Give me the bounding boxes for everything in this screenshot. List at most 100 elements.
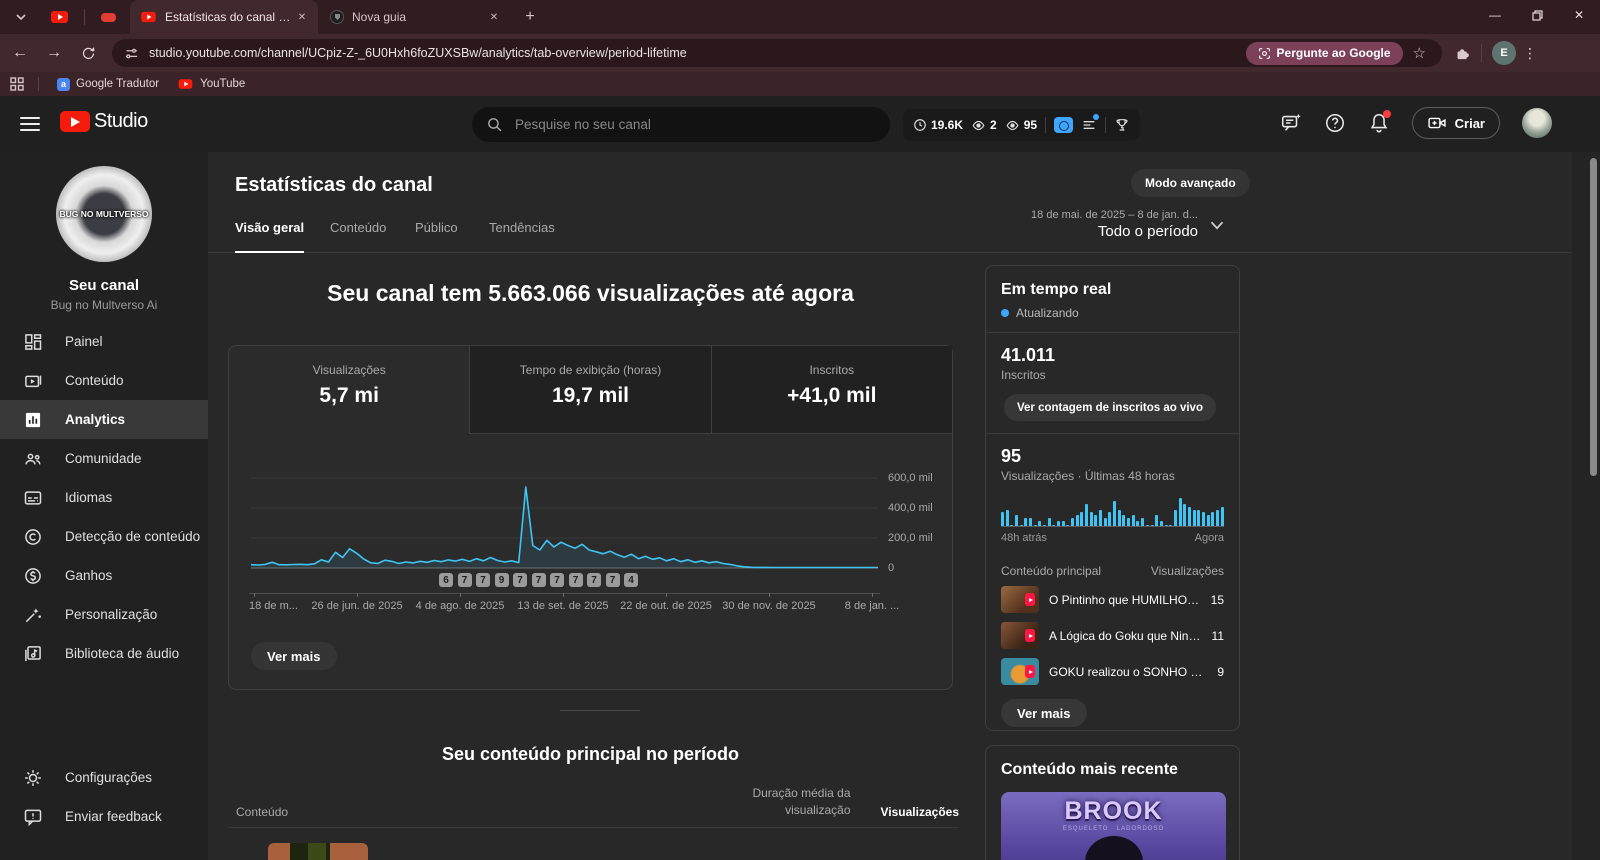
marker-badge[interactable]: 7 [513, 573, 527, 587]
search-input[interactable] [515, 117, 876, 132]
top-content-row-thumbnail[interactable] [268, 843, 368, 860]
extensions-icon[interactable] [1454, 45, 1471, 62]
realtime-bar [1108, 512, 1112, 526]
tab-channel-stats[interactable]: Estatísticas do canal - YouTube ✕ [130, 0, 318, 34]
address-bar[interactable]: studio.youtube.com/channel/UCpiz-Z-_6U0H… [112, 39, 1442, 67]
metric-tempo-exibicao[interactable]: Tempo de exibição (horas) 19,7 mil [469, 346, 711, 434]
forward-icon[interactable]: → [46, 44, 62, 61]
new-tab-button[interactable]: + [525, 8, 535, 25]
sidebar-item-idiomas[interactable]: Idiomas [0, 478, 208, 517]
recent-video-thumbnail[interactable]: BROOK ESQUELETO · LADORDOSO ☠ [1001, 792, 1226, 860]
ask-google-button[interactable]: Pergunte ao Google [1245, 41, 1403, 65]
reload-icon[interactable] [74, 39, 102, 67]
marker-badge[interactable]: 7 [476, 573, 490, 587]
metric-inscritos[interactable]: Inscritos +41,0 mil [710, 346, 952, 434]
minimize-button[interactable]: — [1489, 8, 1501, 22]
pinned-tab-favicon[interactable] [101, 12, 116, 22]
channel-stats-pill[interactable]: 19.6K 2 95 [903, 109, 1141, 141]
inspiration-icon[interactable] [1054, 117, 1074, 133]
marker-badge[interactable]: 7 [550, 573, 564, 587]
sidebar-item-label: Painel [65, 334, 103, 349]
sidebar-item-configuracoes[interactable]: Configurações [0, 758, 208, 797]
tab-publico[interactable]: Público [415, 220, 458, 235]
filter-lines-icon[interactable] [1081, 114, 1100, 133]
realtime-title: Em tempo real [1001, 281, 1112, 298]
tab-tendencias[interactable]: Tendências [489, 220, 555, 235]
site-info-icon[interactable] [124, 46, 139, 61]
account-avatar[interactable] [1522, 108, 1552, 138]
subscribers-label: Inscritos [1001, 368, 1046, 382]
sidebar-item-biblioteca-audio[interactable]: Biblioteca de áudio [0, 634, 208, 673]
close-button[interactable]: ✕ [1573, 8, 1585, 22]
realtime-bar [1192, 509, 1196, 526]
recent-content-title: Conteúdo mais recente [1001, 761, 1178, 778]
section-divider [560, 710, 640, 711]
marker-badge[interactable]: 7 [587, 573, 601, 587]
sidebar-item-analytics[interactable]: Analytics [0, 400, 208, 439]
marker-badge[interactable]: 7 [531, 573, 546, 587]
tab-close-icon[interactable]: ✕ [489, 11, 499, 23]
bookmark-youtube[interactable]: YouTube [177, 78, 245, 90]
tab-close-icon[interactable]: ✕ [297, 11, 307, 23]
sidebar-item-feedback[interactable]: Enviar feedback [0, 797, 208, 836]
realtime-bar [1117, 509, 1121, 526]
channel-avatar[interactable]: BUG NO MULTVERSO [56, 166, 152, 262]
top-content-header: Conteúdo Duração média da visualização V… [228, 780, 959, 828]
sidebar-item-comunidade[interactable]: Comunidade [0, 439, 208, 478]
marker-badge[interactable]: 7 [568, 573, 583, 587]
studio-search[interactable] [472, 107, 890, 142]
restore-button[interactable] [1516, 0, 1558, 30]
bookmark-label: Google Tradutor [76, 78, 160, 90]
marker-badge[interactable]: 7 [457, 573, 472, 587]
live-subscribers-button[interactable]: Ver contagem de inscritos ao vivo [1004, 394, 1216, 421]
scrollbar-thumb[interactable] [1590, 158, 1597, 476]
create-button[interactable]: Criar [1411, 107, 1500, 139]
feedback-icon [23, 807, 43, 827]
marker-badge[interactable]: 4 [624, 573, 638, 587]
tab-visao-geral[interactable]: Visão geral [235, 220, 305, 253]
apps-grid-icon[interactable] [10, 77, 24, 91]
sidebar-item-painel[interactable]: Painel [0, 322, 208, 361]
marker-badge[interactable]: 9 [494, 573, 509, 587]
subtitles-icon [23, 488, 43, 508]
marker-badge[interactable]: 7 [605, 573, 620, 587]
date-range-selector[interactable]: 18 de mai. de 2025 – 8 de jan. d... Todo… [908, 209, 1198, 240]
pinned-tab-youtube[interactable] [51, 11, 68, 23]
see-more-button[interactable]: Ver mais [1001, 699, 1087, 727]
sidebar-item-personalizacao[interactable]: Personalização [0, 595, 208, 634]
realtime-list-item[interactable]: O Pintinho que HUMILHOU L... 15 [1001, 585, 1224, 614]
studio-logo[interactable]: Studio [60, 110, 148, 133]
help-icon[interactable] [1324, 112, 1346, 134]
notification-dot [1093, 114, 1100, 120]
eye-icon [971, 118, 986, 133]
marker-badge[interactable]: 6 [439, 573, 453, 587]
realtime-list-item[interactable]: GOKU realizou o SONHO de t... 9 [1001, 657, 1224, 686]
advanced-mode-button[interactable]: Modo avançado [1131, 169, 1250, 197]
video-thumbnail [1001, 622, 1039, 649]
notifications-bell-icon[interactable] [1368, 110, 1391, 134]
y-axis-label: 0 [888, 562, 895, 574]
menu-icon[interactable] [20, 117, 40, 131]
sidebar-item-ganhos[interactable]: Ganhos [0, 556, 208, 595]
back-icon[interactable]: ← [12, 44, 28, 61]
trophy-icon[interactable] [1114, 117, 1130, 133]
bookmark-google-translate[interactable]: a Google Tradutor [57, 77, 160, 91]
sidebar-item-deteccao[interactable]: Detecção de conteúdo [0, 517, 208, 556]
realtime-bar [1150, 525, 1154, 526]
browser-profile-avatar[interactable]: E [1492, 41, 1516, 65]
feedback-comment-icon[interactable] [1280, 112, 1302, 134]
video-title: GOKU realizou o SONHO de t... [1049, 664, 1208, 679]
tab-search-button[interactable] [8, 6, 34, 28]
browser-menu-icon[interactable]: ⋮ [1523, 44, 1537, 61]
bookmark-star-icon[interactable]: ☆ [1412, 45, 1426, 62]
tab-new-tab[interactable]: Nova guia ✕ [320, 0, 510, 34]
divider [986, 332, 1239, 333]
sidebar-item-conteudo[interactable]: Conteúdo [0, 361, 208, 400]
see-more-button[interactable]: Ver mais [251, 642, 337, 670]
realtime-bar [1127, 518, 1131, 526]
chevron-down-icon[interactable] [1206, 214, 1228, 236]
metric-visualizacoes[interactable]: Visualizações 5,7 mi [229, 346, 469, 434]
realtime-list-item[interactable]: A Lógica do Goku que Ningu... 11 [1001, 621, 1224, 650]
tab-conteudo[interactable]: Conteúdo [330, 220, 387, 235]
